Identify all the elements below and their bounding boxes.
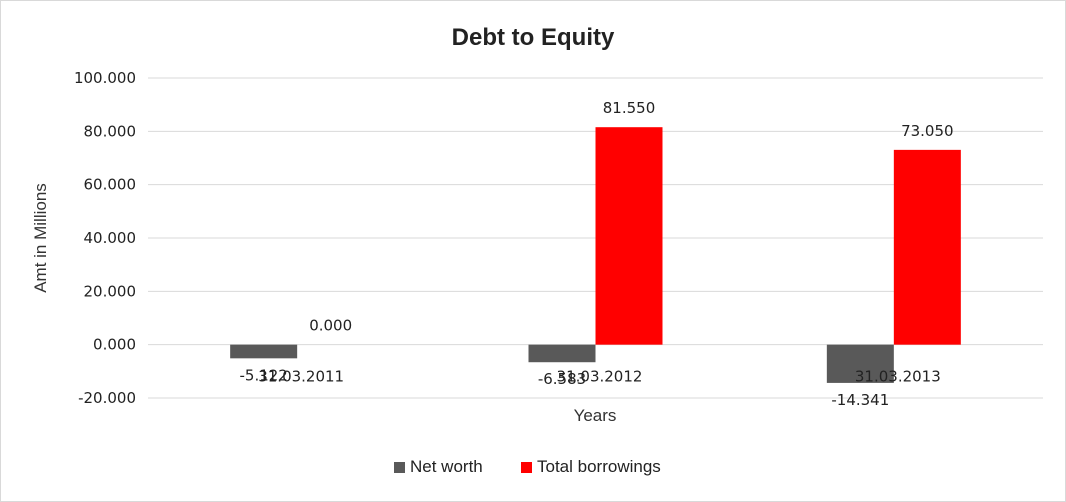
data-label: 0.000 bbox=[309, 317, 352, 335]
chart-title: Debt to Equity bbox=[452, 24, 615, 51]
data-label: -14.341 bbox=[831, 391, 889, 409]
bar-net-worth bbox=[230, 344, 298, 359]
x-category-label: 31.03.2013 bbox=[855, 368, 941, 386]
y-tick-label: 20.000 bbox=[84, 282, 137, 300]
category-labels: 31.03.2011 31.03.2012 31.03.2013 bbox=[258, 368, 941, 386]
data-label: -6.583 bbox=[538, 370, 586, 388]
x-axis-title: Years bbox=[574, 406, 617, 425]
legend-swatch bbox=[394, 462, 405, 473]
y-tick-labels: -20.000 0.000 20.000 40.000 60.000 80.000 100.… bbox=[74, 69, 136, 407]
legend: Net worth Total borrowings bbox=[394, 457, 661, 476]
legend-label: Total borrowings bbox=[537, 457, 661, 476]
y-tick-label: 60.000 bbox=[84, 176, 137, 194]
bar-net-worth bbox=[826, 344, 894, 383]
legend-swatch bbox=[521, 462, 532, 473]
bars bbox=[230, 127, 961, 383]
y-tick-label: -20.000 bbox=[78, 389, 136, 407]
data-label: 73.050 bbox=[901, 122, 954, 140]
bar-net-worth bbox=[528, 344, 596, 363]
data-label: 81.550 bbox=[603, 99, 656, 117]
data-labels: -5.122 0.000 -6.583 81.550 -14.341 73.050 bbox=[239, 99, 953, 409]
y-axis-title: Amt in Millions bbox=[31, 183, 50, 293]
legend-label: Net worth bbox=[410, 457, 483, 476]
y-tick-label: 100.000 bbox=[74, 69, 136, 87]
y-tick-label: 0.000 bbox=[93, 336, 136, 354]
x-category-label: 31.03.2011 bbox=[258, 368, 344, 386]
x-category-label: 31.03.2012 bbox=[557, 368, 643, 386]
y-tick-label: 80.000 bbox=[84, 122, 137, 140]
bar-total-borrowings bbox=[595, 127, 663, 345]
bar-total-borrowings bbox=[893, 149, 961, 345]
data-label: -5.122 bbox=[239, 366, 287, 384]
y-tick-label: 40.000 bbox=[84, 229, 137, 247]
